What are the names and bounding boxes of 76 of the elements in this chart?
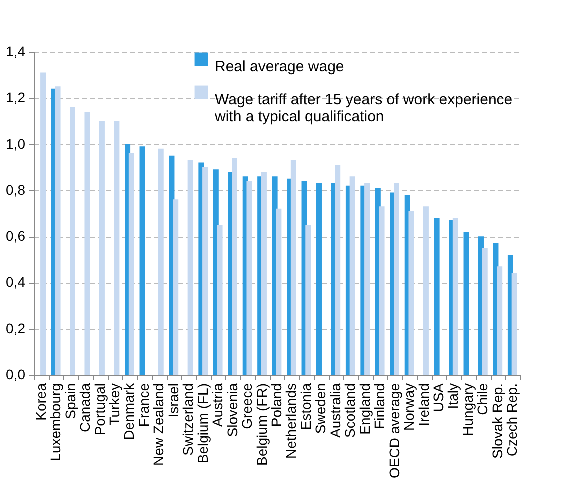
- x-tick-label: Sweden: [312, 384, 329, 434]
- bar: [140, 146, 146, 375]
- y-tick-label: 0,2: [6, 320, 26, 336]
- x-tick-label: Italy: [445, 384, 462, 410]
- bar: [40, 72, 46, 375]
- bar: [246, 181, 252, 375]
- bar: [173, 200, 179, 375]
- x-tick-label: Portugal: [92, 384, 108, 436]
- x-tick-label: Belgium (FR): [254, 384, 270, 466]
- x-tick-label: Korea: [32, 383, 49, 421]
- x-tick-label: Australia: [327, 383, 344, 438]
- bar: [84, 112, 90, 375]
- x-tick-label: Ireland: [416, 384, 432, 426]
- bar: [434, 218, 440, 375]
- bar: [512, 273, 518, 375]
- y-tick-label: 1,4: [6, 44, 26, 60]
- x-tick-label: Austria: [210, 383, 226, 428]
- bar: [202, 167, 208, 375]
- x-tick-label: Spain: [62, 384, 78, 420]
- legend-label: Real average wage: [215, 58, 344, 76]
- x-tick-label: Turkey: [106, 384, 122, 426]
- bar: [350, 176, 356, 375]
- bar: [335, 165, 341, 375]
- x-tick-label: Estonia: [298, 383, 314, 430]
- bar: [55, 86, 61, 375]
- x-tick-label: Czech Rep.: [504, 384, 520, 457]
- bar: [408, 211, 414, 375]
- x-tick-label: Poland: [268, 384, 284, 428]
- bar: [364, 184, 370, 375]
- bar: [394, 184, 400, 375]
- bar: [114, 121, 120, 375]
- bar: [232, 158, 238, 375]
- y-tick-label: 1,2: [6, 90, 26, 106]
- legend-label: Wage tariff after 15 years of work experience with a typical qualification: [214, 92, 513, 126]
- x-tick-label: USA: [430, 382, 446, 412]
- y-tick-label: 0,0: [6, 366, 26, 382]
- x-tick-label: Israel: [165, 384, 182, 418]
- bar: [128, 154, 134, 375]
- x-tick-label: Norway: [401, 384, 418, 431]
- bar: [306, 225, 312, 375]
- x-tick-label: Netherlands: [283, 384, 300, 459]
- x-tick-label: Belgium (FL): [194, 384, 211, 464]
- bar: [276, 208, 282, 375]
- x-tick-label: Greece: [239, 383, 256, 430]
- x-tick-label: France: [136, 383, 152, 428]
- bar: [261, 172, 267, 375]
- x-tick-label: Denmark: [121, 382, 138, 440]
- x-tick-label: England: [356, 384, 373, 435]
- bar: [423, 206, 429, 375]
- x-tick-label: Hungary: [460, 384, 476, 436]
- x-tick-label: Luxembourg: [48, 384, 64, 462]
- bar: [482, 248, 488, 375]
- bar: [464, 232, 470, 375]
- y-tick-label: 0,6: [6, 228, 26, 244]
- x-tick-label: New Zealand: [150, 384, 167, 466]
- bar: [217, 225, 223, 375]
- bar: [99, 121, 105, 375]
- x-tick-label: Switzerland: [180, 384, 196, 456]
- bar: [70, 107, 76, 375]
- x-tick-label: Slovak Rep.: [489, 384, 506, 459]
- y-tick-label: 0,4: [6, 274, 26, 290]
- x-tick-label: Scotland: [342, 384, 358, 438]
- x-tick-label: Slovenia: [224, 383, 240, 438]
- bar: [290, 160, 296, 375]
- y-tick-label: 1,0: [6, 136, 26, 152]
- x-tick-label: Canada: [77, 383, 94, 433]
- bar: [497, 266, 503, 375]
- x-tick-label: Finland: [372, 384, 388, 430]
- bar: [452, 218, 458, 375]
- y-tick-label: 0,8: [6, 182, 26, 198]
- bar: [316, 184, 322, 375]
- x-tick-label: Chile: [474, 383, 491, 416]
- bar: [158, 148, 164, 375]
- bar: [188, 160, 194, 375]
- bar: [379, 206, 385, 375]
- x-tick-label: OECD average: [386, 383, 402, 478]
